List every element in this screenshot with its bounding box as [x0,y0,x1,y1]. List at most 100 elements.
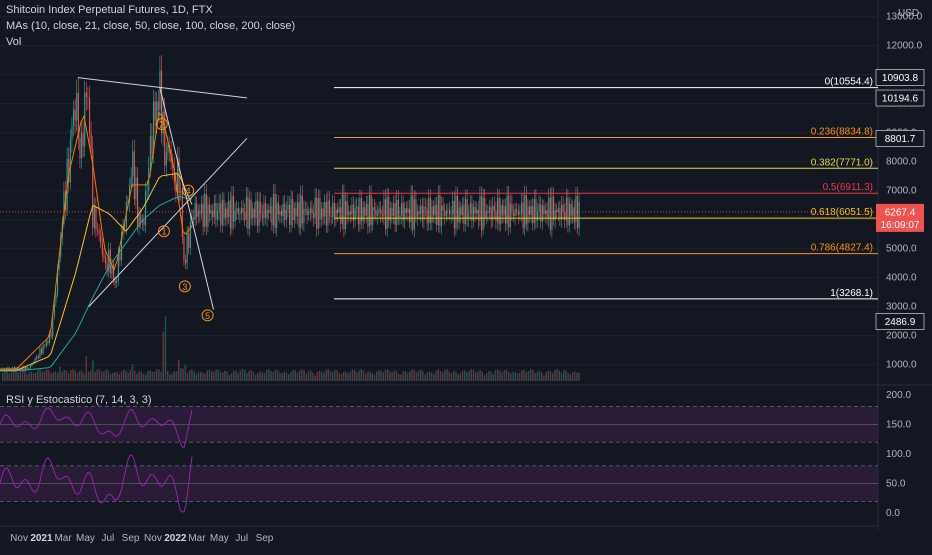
volume-bar [30,371,32,381]
candle [353,204,355,221]
candle [204,193,206,227]
candle [218,203,220,212]
candle [477,209,479,221]
volume-bar [151,371,153,381]
volume-bar [70,370,72,381]
candle [337,209,339,213]
volume-bar [411,369,413,381]
candle [364,207,366,216]
candle [303,209,305,224]
volume-bar [127,372,129,381]
candle [185,259,187,264]
candle [386,196,388,229]
wave-label-circle [182,184,195,197]
candle [522,202,524,228]
candle [228,200,230,218]
candle [156,101,158,121]
candle [23,366,25,372]
candle [73,109,75,127]
fib-level-label: 0.618(6051.5) [811,207,873,218]
candle [157,101,159,110]
candle [321,208,323,220]
price-axis-tick: 13000.0 [886,12,923,23]
candle [554,210,556,221]
candle [71,126,73,141]
volume-bar [224,370,226,381]
volume-bar [279,372,281,381]
volume-bar [81,370,83,381]
volume-bar [338,373,340,381]
wave-label-circle [178,280,191,293]
volume-bar [136,373,138,381]
volume-bar [186,373,189,381]
volume-bar [294,370,296,381]
volume-bar [37,369,39,381]
candle [428,197,430,224]
volume-bar [516,373,519,381]
price-tag-bg [875,130,925,147]
candle [481,196,483,231]
candle [439,195,441,227]
volume-bar [195,374,197,381]
volume-bar [283,371,285,381]
candle [74,109,76,121]
candle [332,202,334,217]
volume-bar [217,369,219,381]
volume-bar [360,369,362,381]
volume-bar [351,369,354,381]
candle [442,205,444,211]
candle [381,214,383,217]
candle [164,111,166,166]
candle [180,191,182,193]
candle [44,345,46,347]
volume-bar [422,371,424,381]
volume-bar [270,371,272,381]
candle [498,197,500,224]
candle [578,201,580,228]
volume-bar [123,369,125,381]
candle [124,226,126,228]
trendline-lower[interactable] [88,138,248,307]
candle [167,145,169,153]
candle [153,101,155,153]
candle [426,208,428,224]
candle [133,151,135,200]
volume-bar [134,370,136,381]
volume-bar [131,364,134,381]
volume-bar [505,369,508,381]
oscillator-stochastic [0,454,193,513]
candle [485,210,487,219]
candle [389,208,391,221]
candle [375,209,377,216]
candle [205,193,207,227]
volume-bar [274,369,277,381]
candle [546,210,548,219]
candle [87,97,89,98]
candle [255,200,257,218]
volume-bar [92,360,94,381]
candle [501,205,503,216]
candle [361,198,363,222]
volume-bar [310,370,312,381]
candle [559,208,561,220]
volume-bar [523,369,525,381]
volume-bar [334,369,336,381]
candle [449,209,451,215]
trendline-upper[interactable] [77,77,247,99]
candle [500,205,502,224]
price-tag: 2486.9 [885,317,916,328]
volume-bar [213,371,215,381]
volume-bar [457,374,459,381]
volume-bar [354,369,356,381]
volume-bar [420,369,422,381]
volume-bar [24,372,26,381]
candle [149,135,151,168]
volume-bar [417,370,420,381]
trendline-descending[interactable] [159,87,214,310]
candle [223,199,225,219]
candle [394,203,396,225]
volume-bar [525,371,527,381]
wave-label: 1 [161,227,166,237]
